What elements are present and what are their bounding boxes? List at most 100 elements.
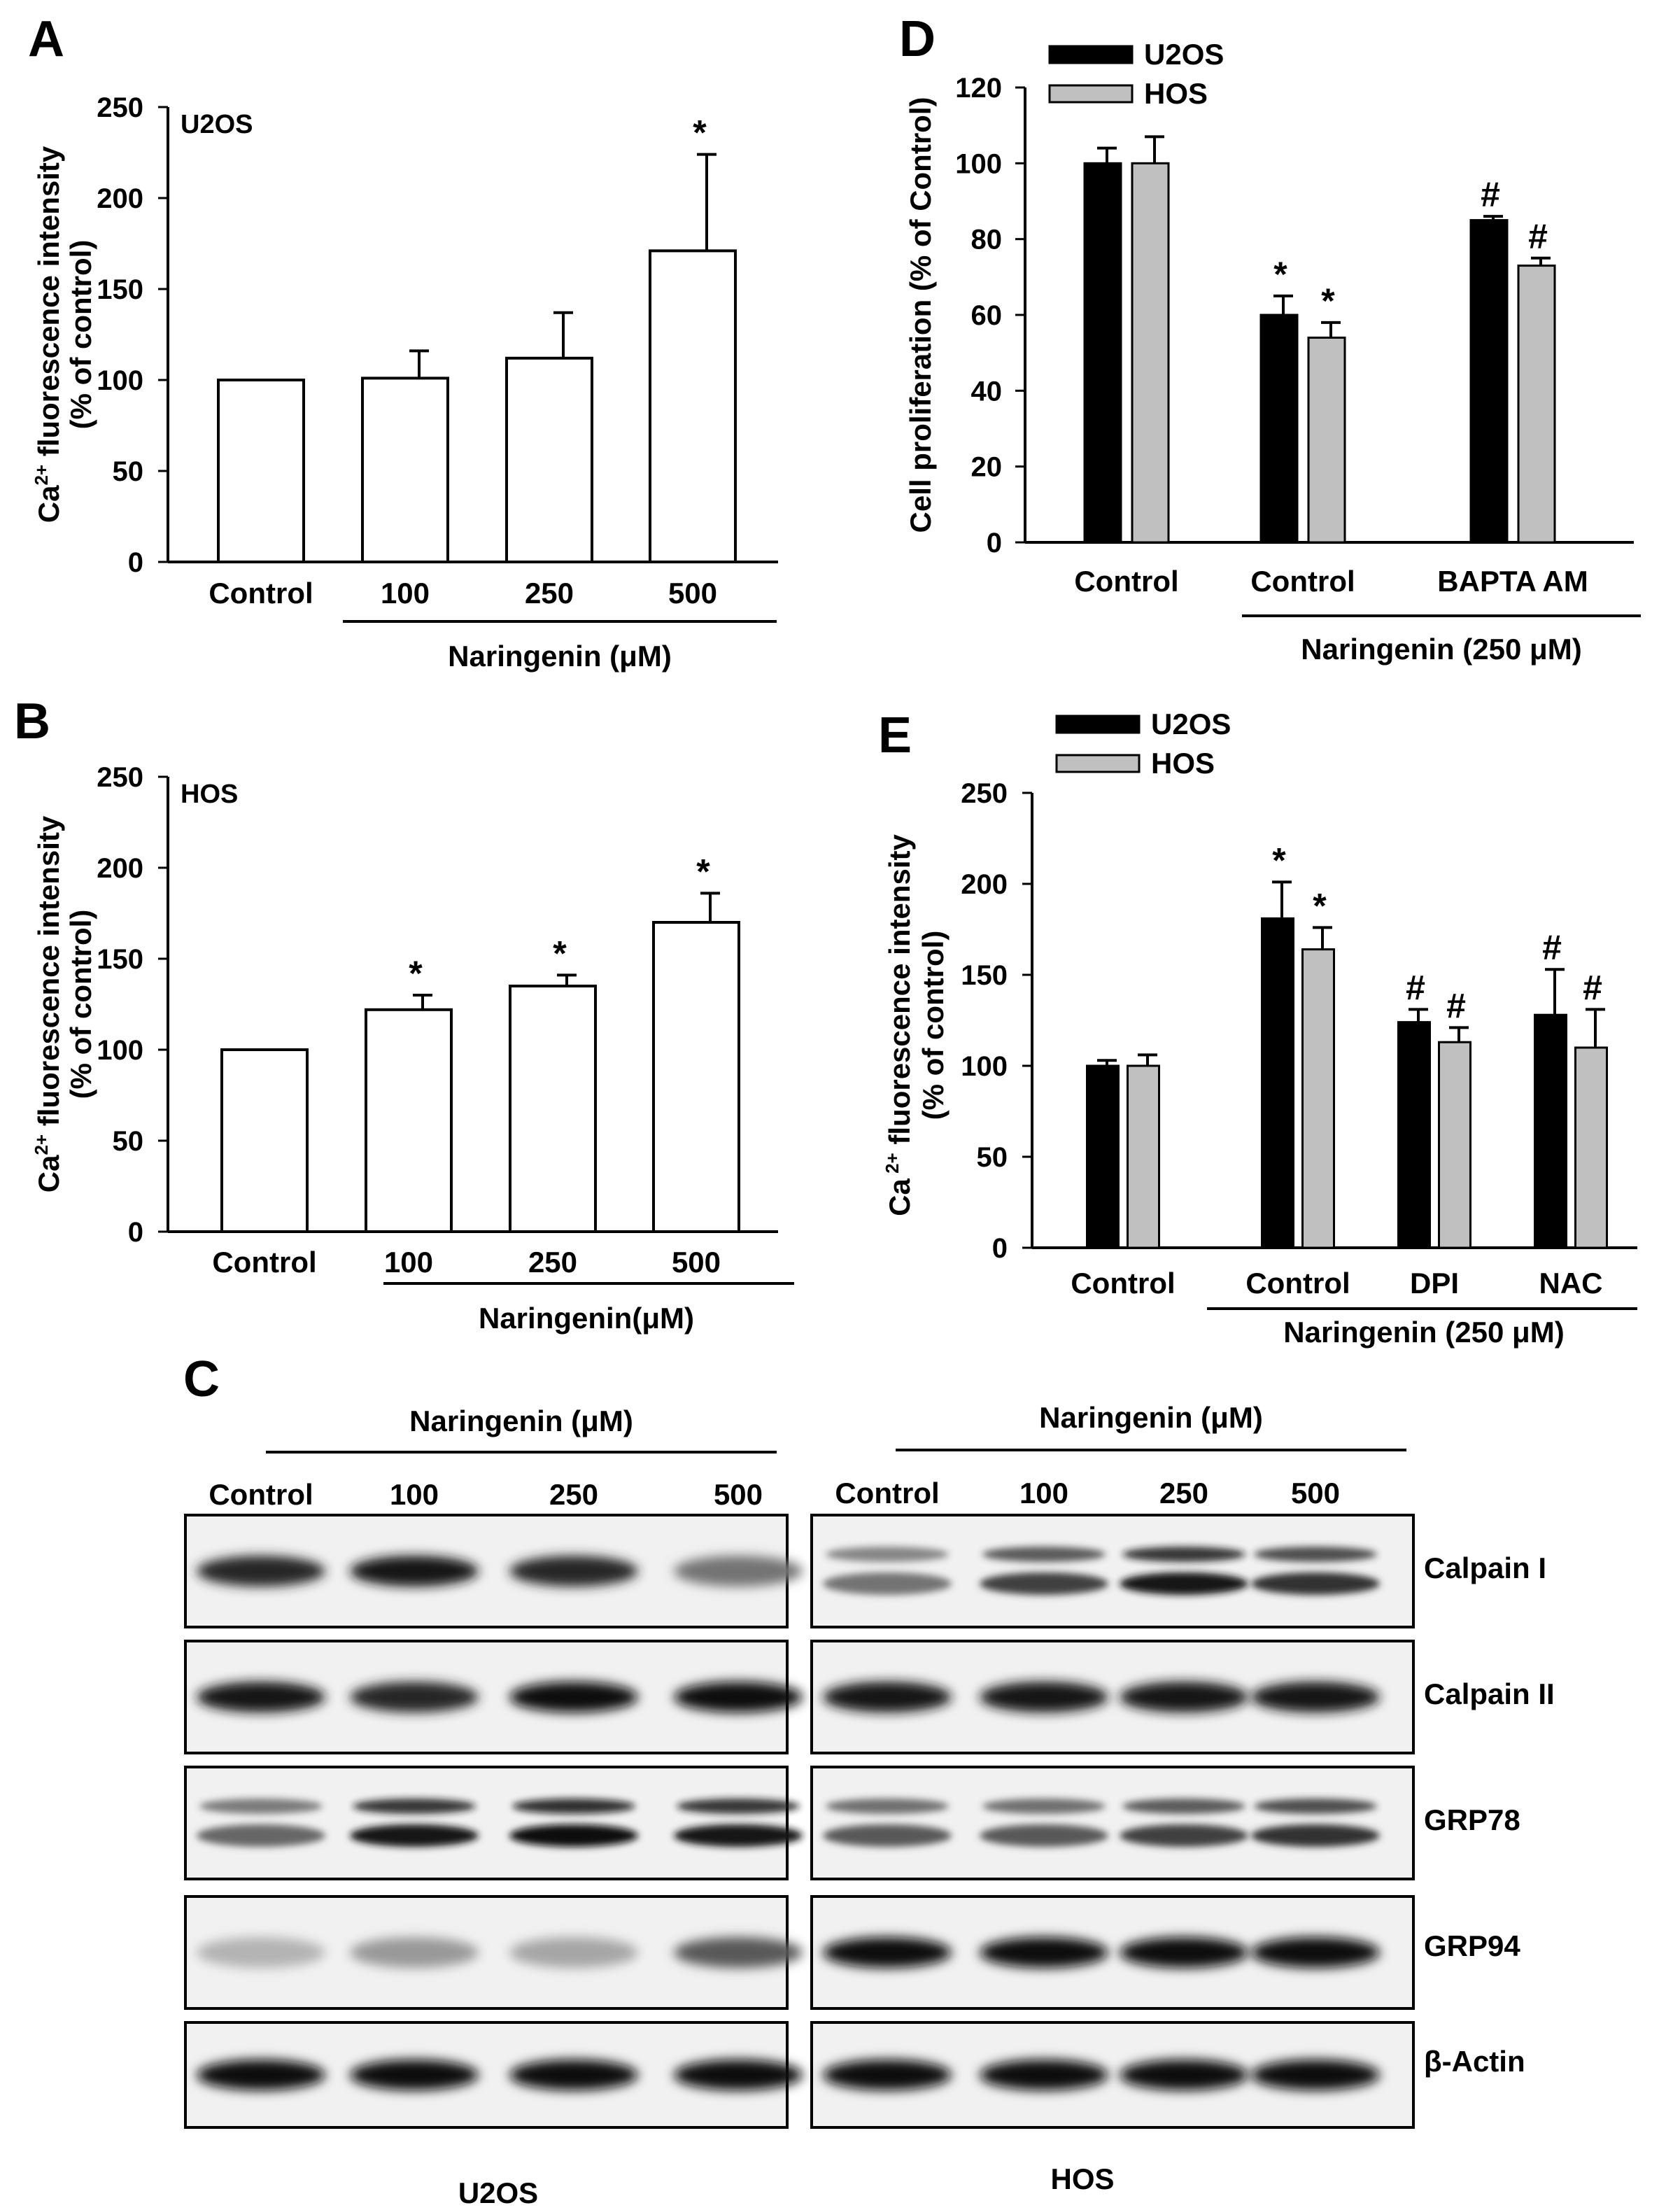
panel-a-y-axis-label-line2: (% of control) (64, 240, 97, 430)
panel-b-category-label: 250 (528, 1246, 577, 1279)
panel-e-bar (1127, 1064, 1160, 1249)
blot-left-band (197, 1682, 325, 1712)
panel-d-legend-swatch (1048, 84, 1134, 104)
blot-protein-label: β-Actin (1424, 2045, 1525, 2078)
panel-d-significance-mark: * (1273, 255, 1287, 294)
blot-right-band-upper (826, 1547, 949, 1562)
blot-left-band-lower (509, 1824, 638, 1847)
panel-e-category-label: Control (1071, 1267, 1175, 1300)
blot-right-band (980, 1937, 1108, 1968)
blot-right-band (1120, 1937, 1248, 1968)
panel-b-cell-label: HOS (181, 780, 238, 809)
blot-left-band (509, 1556, 638, 1586)
panel-d-bar (1517, 265, 1556, 544)
blot-right-band (1120, 2060, 1248, 2090)
panel-d-category-label: Control (1074, 565, 1178, 598)
panel-e-bar (1534, 1013, 1567, 1249)
panel-d-y-tick-label: 60 (971, 300, 1003, 331)
panel-a-bar (361, 376, 449, 564)
panel-b-y-axis-label-line2: (% of control) (64, 910, 97, 1099)
panel-e-legend-swatch (1055, 715, 1141, 734)
panel-e-category-label: Control (1245, 1267, 1350, 1300)
panel-b-bar (652, 921, 740, 1233)
blot-right-band-lower (823, 1824, 952, 1847)
panel-letter-b: B (14, 694, 50, 749)
panel-a-y-tick-label: 150 (97, 274, 143, 305)
blot-left-band (509, 1937, 638, 1968)
blot-left-band (350, 1937, 479, 1968)
blot-right-band-upper (1254, 1547, 1377, 1562)
blot-left-band (674, 2060, 803, 2090)
panel-a-bar (217, 379, 305, 563)
panel-d-y-tick-label: 100 (955, 148, 1002, 179)
blot-left-band (674, 1937, 803, 1968)
panel-e-bar (1261, 917, 1294, 1249)
panel-e-y-tick-label: 200 (961, 869, 1008, 900)
blot-right-band (1120, 1682, 1248, 1712)
blot-left-group-label: Naringenin (μM) (409, 1405, 633, 1437)
panel-d-y-tick-label: 20 (971, 452, 1003, 483)
blot-left-band (197, 1937, 325, 1968)
panel-e-y-tick-label: 100 (961, 1051, 1008, 1082)
panel-b-bar (365, 1008, 453, 1234)
blot-left-band (350, 2060, 479, 2090)
panel-d-y-tick-label: 0 (987, 528, 1002, 558)
panel-e-significance-mark: # (1406, 968, 1425, 1007)
panel-a-y-axis-label: Ca2+ fluorescence intensity (31, 146, 65, 523)
blot-left-band-upper (353, 1799, 476, 1814)
blot-right-band (980, 2060, 1108, 2090)
panel-d-bar (1131, 162, 1170, 544)
panel-d-group-label: Naringenin (250 μM) (1301, 633, 1581, 666)
blot-right-band-lower (980, 1572, 1108, 1595)
panel-a-cell-label: U2OS (181, 110, 253, 139)
panel-e-y-tick-label: 0 (992, 1233, 1008, 1264)
blot-left-band (350, 1556, 479, 1586)
panel-b-y-tick-label: 100 (97, 1035, 143, 1066)
panel-e-bar (1574, 1046, 1608, 1249)
panel-d-legend-swatch (1048, 45, 1134, 64)
blot-protein-label: GRP78 (1424, 1803, 1520, 1836)
blot-right-band (823, 2060, 952, 2090)
blot-right-band (823, 1937, 952, 1968)
panel-a-group-label: Naringenin (μM) (448, 640, 672, 673)
panel-d-significance-mark: # (1528, 217, 1548, 256)
panel-e-category-label: NAC (1539, 1267, 1603, 1300)
panel-a-y-tick-label: 250 (97, 92, 143, 123)
panel-a-y-tick-label: 0 (128, 547, 143, 578)
panel-a-chart: 0 50 100 150 200 250 Ca2+ fluorescence intensi… (31, 92, 778, 673)
panel-a-category-label: 250 (525, 577, 574, 610)
panel-e-group-label: Naringenin (250 μM) (1283, 1316, 1564, 1349)
panel-e-legend-label: U2OS (1151, 708, 1231, 740)
blot-left-band (509, 2060, 638, 2090)
blot-left-lane-label: 250 (549, 1478, 598, 1511)
panel-e-chart: 0 50 100 150 200 250 Ca 2+ fluorescence intens… (882, 708, 1637, 1349)
panel-d-y-tick-label: 120 (955, 73, 1002, 104)
panel-a-category-label: 500 (668, 577, 717, 610)
blot-right-lane-label: 500 (1291, 1477, 1340, 1509)
panel-b-chart: 0 50 100 150 200 250 Ca2+ fluorescence intensi… (31, 762, 794, 1335)
panel-d-y-axis-label: Cell proliferation (% of Control) (904, 97, 937, 533)
panel-d-significance-mark: * (1321, 281, 1335, 321)
panel-b-significance-mark: * (553, 934, 567, 973)
panel-b-bar (220, 1048, 309, 1233)
panel-letter-c: C (183, 1351, 220, 1407)
panel-d-bar (1469, 219, 1509, 544)
blot-left-lane-label: 100 (390, 1478, 439, 1511)
blot-left-band (350, 1682, 479, 1712)
panel-d-bar (1083, 162, 1122, 544)
panel-a-category-label: Control (209, 577, 313, 610)
blot-left-band (674, 1682, 803, 1712)
blot-left-band-lower (674, 1824, 803, 1847)
blot-right-band-lower (1120, 1824, 1248, 1847)
panel-b-category-label: Control (212, 1246, 316, 1279)
panel-d-chart: 0 20 40 60 80 100 120 Cell proliferation (% of … (904, 38, 1641, 666)
panel-a-y-tick-label: 100 (97, 365, 143, 396)
panel-b-y-tick-label: 150 (97, 944, 143, 975)
blot-left-band-upper (199, 1799, 323, 1814)
panel-e-bar (1086, 1064, 1120, 1249)
blot-left-band (509, 1682, 638, 1712)
blot-left-membrane (184, 1766, 789, 1880)
panel-a-bar (505, 356, 593, 563)
blot-right-membrane (810, 1514, 1415, 1628)
panel-e-significance-mark: # (1583, 968, 1602, 1007)
